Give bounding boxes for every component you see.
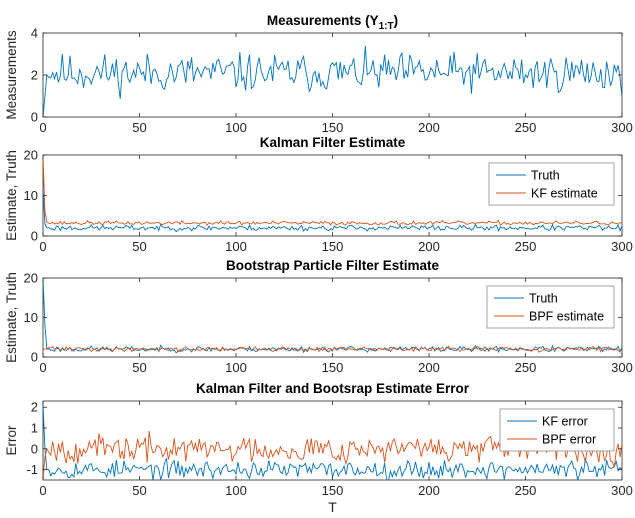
legend-box [486, 285, 615, 329]
x-tick-label: 300 [611, 483, 633, 498]
legend-label-1: KF error [542, 415, 588, 429]
subplot-3: 0 50 100 150 200 250 300 0 10 20 Bootstrap Particl… [4, 258, 633, 375]
subplot-2: 0 50 100 150 200 250 300 0 10 20 Kalman Filter Est… [4, 135, 633, 254]
x-tick-label: 100 [225, 120, 247, 135]
y-tick-label: 1 [31, 421, 38, 436]
y-tick-label: 0 [31, 441, 38, 456]
legend-box [488, 162, 615, 206]
series-line-1 [43, 45, 622, 117]
x-tick-label: 300 [611, 239, 633, 254]
subplot-1: 0 50 100 150 200 250 300 0 2 4 Measurements (Y1:T)… [4, 13, 633, 135]
axes-box [42, 32, 623, 118]
legend-label-1: Truth [531, 169, 560, 183]
y-tick-label: -1 [26, 462, 38, 477]
y-axis-label: Measurements [4, 30, 19, 120]
x-tick-label: 300 [611, 120, 633, 135]
chart-title: Kalman Filter Estimate [260, 135, 406, 150]
y-tick-label: 0 [31, 350, 38, 365]
x-tick-label: 200 [418, 239, 440, 254]
series-line-2 [43, 155, 622, 227]
y-tick-label: 10 [24, 310, 38, 325]
y-axis-label: Error [4, 425, 19, 456]
y-axis-label: Estimate, Truth [4, 272, 19, 363]
y-tick-label: 2 [31, 68, 38, 83]
x-tick-label: 250 [515, 360, 537, 375]
x-tick-label: 250 [515, 483, 537, 498]
x-tick-label: 0 [39, 239, 46, 254]
y-tick-label: 0 [31, 110, 38, 125]
y-tick-label: 0 [31, 229, 38, 244]
x-axis-label: T [328, 499, 337, 515]
x-tick-label: 150 [322, 360, 344, 375]
x-tick-label: 50 [132, 483, 146, 498]
x-tick-label: 100 [225, 360, 247, 375]
x-tick-label: 0 [39, 360, 46, 375]
y-tick-label: 2 [31, 400, 38, 415]
x-tick-label: 200 [418, 360, 440, 375]
chart-title: Kalman Filter and Bootsrap Estimate Erro… [196, 381, 470, 396]
x-tick-label: 0 [39, 120, 46, 135]
x-tick-label: 0 [39, 483, 46, 498]
x-tick-label: 50 [132, 360, 146, 375]
chart-title: Bootstrap Particle Filter Estimate [226, 258, 440, 273]
y-tick-label: 20 [24, 148, 38, 163]
y-tick-label: 20 [24, 271, 38, 286]
y-tick-label: 4 [31, 26, 38, 41]
x-tick-label: 100 [225, 239, 247, 254]
x-tick-label: 150 [322, 239, 344, 254]
x-tick-label: 200 [418, 120, 440, 135]
x-tick-label: 250 [515, 239, 537, 254]
x-tick-label: 200 [418, 483, 440, 498]
legend-label-2: KF estimate [531, 187, 598, 201]
legend-label-1: Truth [529, 292, 558, 306]
chart-title: Measurements (Y1:T) [267, 13, 398, 32]
x-tick-label: 50 [132, 120, 146, 135]
series-line-1 [43, 187, 622, 233]
legend: Truth BPF estimate [486, 285, 615, 329]
x-tick-label: 50 [132, 239, 146, 254]
y-tick-label: 10 [24, 188, 38, 203]
legend: KF error BPF error [499, 408, 615, 452]
series-line-2 [43, 345, 622, 353]
legend: Truth KF estimate [488, 162, 615, 206]
x-tick-label: 300 [611, 360, 633, 375]
legend-label-2: BPF error [542, 433, 596, 447]
x-tick-label: 150 [322, 120, 344, 135]
x-tick-label: 100 [225, 483, 247, 498]
y-axis-label: Estimate, Truth [4, 150, 19, 241]
x-tick-label: 250 [515, 120, 537, 135]
x-tick-label: 150 [322, 483, 344, 498]
legend-label-2: BPF estimate [529, 310, 604, 324]
legend-box [499, 408, 615, 452]
